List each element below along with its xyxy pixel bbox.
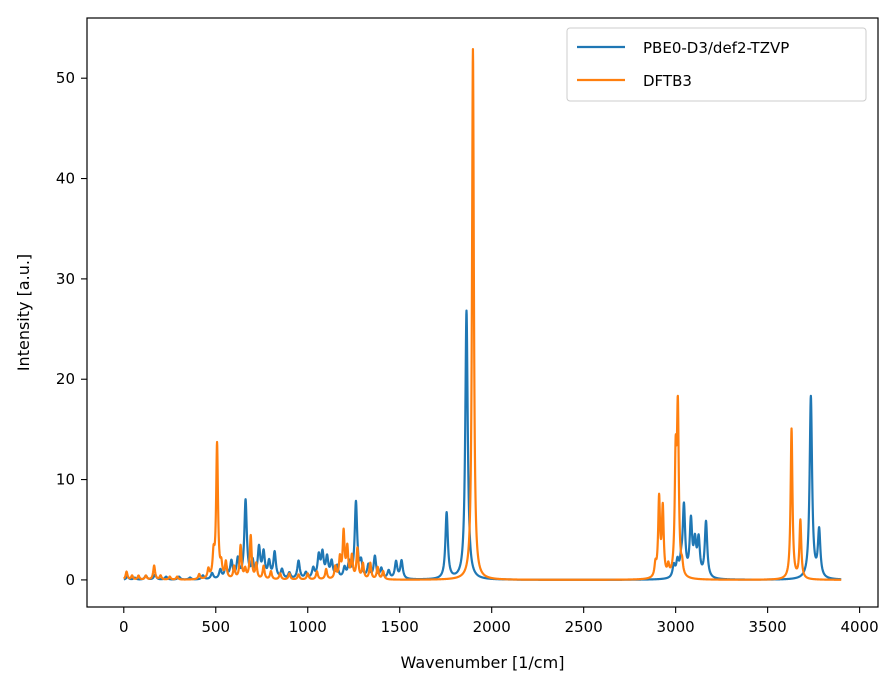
y-axis-ticks: 0 10 20 30 40 50 xyxy=(56,69,87,589)
legend: PBE0-D3/def2-TZVP DFTB3 xyxy=(566,27,867,102)
series-line-dftb3 xyxy=(122,47,843,581)
y-tick-label: 30 xyxy=(56,270,75,288)
x-tick-label: 1500 xyxy=(381,618,419,636)
legend-box xyxy=(566,27,867,102)
y-tick-label: 0 xyxy=(65,571,75,589)
plot-frame xyxy=(86,17,879,608)
x-tick-label: 1000 xyxy=(289,618,327,636)
y-tick-label: 40 xyxy=(56,170,75,188)
y-tick-label: 10 xyxy=(56,471,75,489)
y-tick-label: 20 xyxy=(56,370,75,388)
x-axis-title: Wavenumber [1/cm] xyxy=(401,653,565,672)
x-tick-label: 0 xyxy=(119,618,129,636)
y-axis-title: Intensity [a.u.] xyxy=(14,254,33,371)
y-tick-label: 50 xyxy=(56,69,75,87)
x-tick-label: 2500 xyxy=(565,618,603,636)
legend-label-dftb3: DFTB3 xyxy=(643,72,692,90)
x-tick-label: 3000 xyxy=(657,618,695,636)
x-tick-label: 3500 xyxy=(749,618,787,636)
x-tick-label: 4000 xyxy=(841,618,879,636)
x-tick-label: 2000 xyxy=(473,618,511,636)
legend-label-pbe0: PBE0-D3/def2-TZVP xyxy=(643,39,789,57)
series-layer xyxy=(122,47,843,581)
x-axis-ticks: 0 500 1000 1500 2000 2500 3000 3500 4000 xyxy=(119,607,879,636)
x-tick-label: 500 xyxy=(201,618,230,636)
